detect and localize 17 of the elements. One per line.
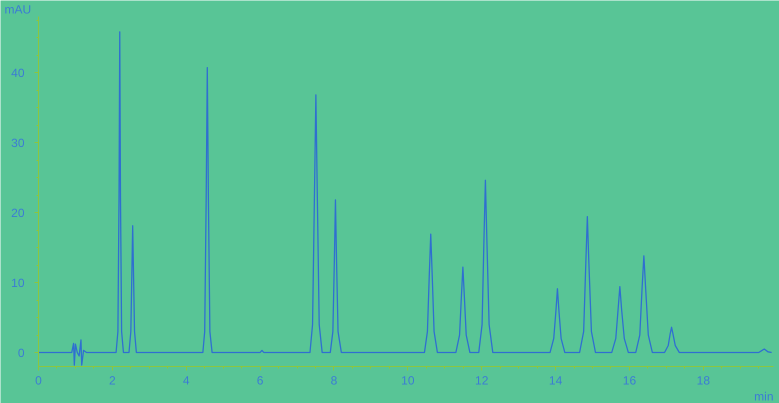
x-tick-label: 0	[35, 374, 42, 388]
y-tick-label: 40	[11, 66, 25, 80]
x-tick-label: 18	[696, 374, 710, 388]
y-tick-label: 10	[11, 276, 25, 290]
x-tick-label: 8	[330, 374, 338, 388]
y-tick-label: 20	[11, 206, 25, 220]
x-tick-label: 2	[109, 374, 116, 388]
x-tick-label: 14	[548, 374, 563, 388]
x-tick-label: 4	[182, 374, 190, 388]
y-tick-label: 0	[18, 346, 25, 360]
y-tick-label: 30	[11, 136, 25, 150]
x-tick-label: 10	[401, 374, 415, 388]
x-axis-title: min	[754, 390, 774, 403]
y-axis-title: mAU	[4, 2, 32, 16]
x-tick-label: 12	[475, 374, 489, 388]
x-tick-label: 6	[256, 374, 264, 388]
x-tick-label: 16	[622, 374, 636, 388]
